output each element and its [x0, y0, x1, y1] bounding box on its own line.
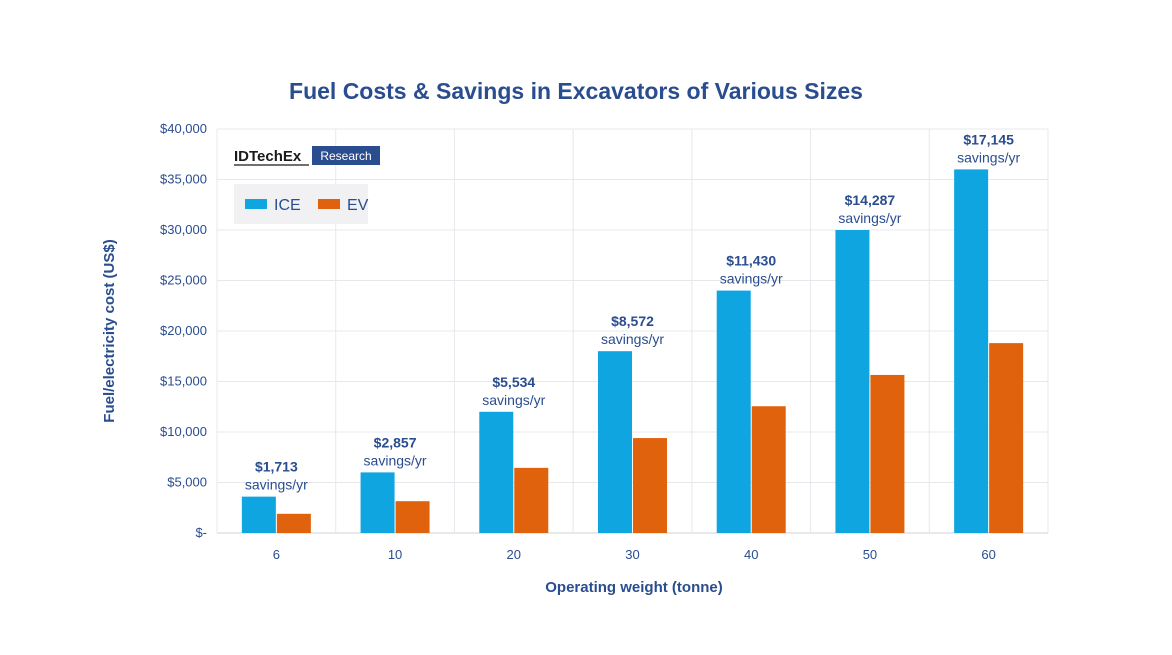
legend-label-ice: ICE	[274, 197, 301, 214]
bars	[241, 169, 1024, 533]
chart-title: Fuel Costs & Savings in Excavators of Va…	[289, 78, 863, 104]
x-tick-label: 20	[507, 547, 521, 562]
y-tick-label: $5,000	[167, 475, 207, 490]
y-axis-label: Fuel/electricity cost (US$)	[101, 239, 118, 422]
savings-value: $2,857	[374, 434, 417, 450]
bar-ev-50	[870, 374, 905, 533]
savings-unit: savings/yr	[957, 149, 1020, 165]
bar-ev-30	[633, 438, 667, 533]
bar-ev-60	[989, 343, 1024, 533]
y-tick-label: $-	[195, 525, 207, 540]
y-tick-label: $10,000	[160, 424, 207, 439]
savings-annotations: $1,713 savings/yr $2,857 savings/yr $5,534 sa…	[245, 131, 1021, 492]
x-axis-label: Operating weight (tonne)	[545, 579, 723, 596]
bar-ev-6	[276, 513, 311, 533]
y-tick-label: $15,000	[160, 374, 207, 389]
savings-unit: savings/yr	[601, 331, 664, 347]
y-tick-label: $25,000	[160, 273, 207, 288]
bar-ice-6	[241, 496, 276, 533]
savings-value: $8,572	[611, 313, 654, 329]
savings-unit: savings/yr	[245, 477, 308, 493]
savings-value: $5,534	[492, 374, 535, 390]
legend-label-ev: EV	[347, 197, 369, 214]
brand-logo: IDTechEx Research	[234, 146, 380, 166]
x-tick-label: 6	[273, 547, 280, 562]
x-axis-ticks: 6 10 20 30 40 50 60	[273, 547, 996, 562]
bar-ice-40	[716, 290, 751, 533]
y-tick-label: $30,000	[160, 222, 207, 237]
brand-tag: Research	[320, 149, 371, 163]
savings-unit: savings/yr	[838, 210, 901, 226]
savings-value: $14,287	[845, 192, 896, 208]
bar-ice-60	[954, 169, 989, 533]
y-axis-ticks: $- $5,000 $10,000 $15,000 $20,000 $25,000 $30,…	[160, 121, 207, 540]
bar-ev-40	[751, 406, 786, 533]
legend: ICE EV	[234, 184, 369, 224]
bar-ice-10	[360, 472, 395, 533]
brand-tag-box	[312, 146, 380, 165]
bar-ice-50	[835, 230, 870, 533]
legend-swatch-ev	[318, 199, 340, 209]
bar-ev-10	[395, 501, 430, 533]
y-tick-label: $35,000	[160, 172, 207, 187]
savings-value: $1,713	[255, 459, 298, 475]
x-tick-label: 60	[981, 547, 995, 562]
y-tick-label: $20,000	[160, 323, 207, 338]
legend-swatch-ice	[245, 199, 267, 209]
bar-ice-30	[598, 351, 632, 533]
bar-ev-20	[514, 467, 549, 533]
savings-unit: savings/yr	[482, 392, 545, 408]
y-tick-label: $40,000	[160, 121, 207, 136]
savings-unit: savings/yr	[720, 271, 783, 287]
brand-name: IDTechEx	[234, 148, 302, 165]
savings-value: $11,430	[726, 253, 776, 269]
x-tick-label: 40	[744, 547, 758, 562]
savings-unit: savings/yr	[364, 452, 427, 468]
x-tick-label: 50	[863, 547, 877, 562]
x-tick-label: 30	[625, 547, 639, 562]
bar-ice-20	[479, 411, 514, 533]
savings-value: $17,145	[963, 131, 1014, 147]
x-tick-label: 10	[388, 547, 402, 562]
